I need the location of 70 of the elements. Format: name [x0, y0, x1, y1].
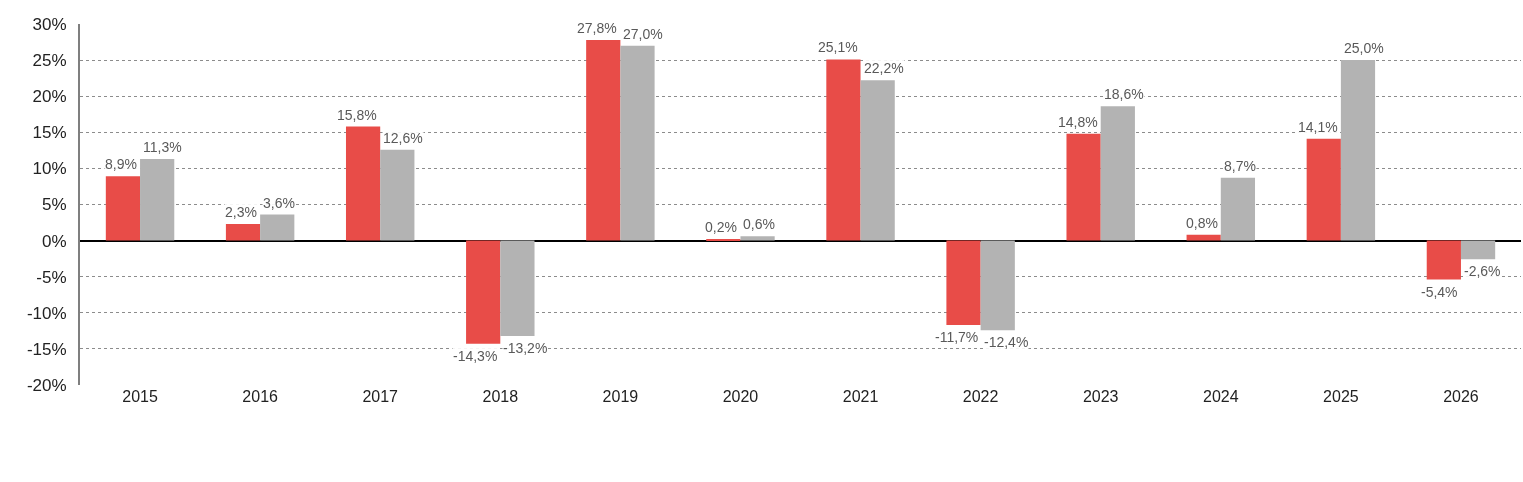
bar	[380, 149, 415, 241]
x-tick-label: 2024	[1202, 388, 1239, 405]
x-tick-label: 2022	[962, 388, 999, 405]
bar	[1340, 60, 1376, 241]
x-tick-label: 2025	[1323, 388, 1359, 405]
bar	[860, 80, 895, 241]
bar	[140, 159, 175, 241]
data-label: 0,6%	[743, 216, 775, 232]
bar	[826, 59, 861, 241]
data-label: 8,7%	[1224, 158, 1256, 174]
x-tick-label: 2023	[1082, 388, 1119, 405]
data-label: -13,2%	[503, 340, 548, 356]
bar	[1460, 240, 1496, 260]
y-tick-label: 0%	[42, 231, 67, 251]
bar	[260, 214, 295, 241]
bar	[1220, 177, 1256, 241]
data-label: 27,0%	[623, 26, 663, 42]
bar	[1100, 106, 1135, 241]
bar	[1306, 138, 1341, 241]
y-tick-label: -20%	[26, 375, 67, 395]
y-tick-label: 5%	[42, 195, 67, 215]
y-tick-label: 10%	[32, 159, 67, 179]
bar	[1426, 240, 1461, 280]
bar	[586, 39, 621, 241]
data-label: 25,0%	[1344, 40, 1384, 56]
y-tick-label: 30%	[32, 14, 67, 34]
x-tick-label: 2021	[842, 388, 879, 405]
data-label: -14,3%	[453, 348, 498, 364]
x-tick-label: 2026	[1443, 388, 1479, 405]
bar	[345, 126, 381, 241]
bar	[620, 45, 655, 241]
bar	[500, 240, 535, 336]
x-tick-label: 2016	[242, 388, 279, 405]
data-label: 0,8%	[1186, 215, 1218, 231]
y-tick-label: 25%	[32, 51, 67, 71]
data-label: 2,3%	[225, 204, 257, 220]
bar	[946, 240, 981, 326]
x-tick-label: 2015	[122, 388, 158, 405]
data-label: -5,4%	[1421, 284, 1458, 300]
bar	[105, 176, 141, 241]
data-label: 0,2%	[705, 219, 737, 235]
x-tick-label: 2018	[482, 388, 519, 405]
y-tick-label: -10%	[26, 303, 67, 323]
data-label: -12,4%	[984, 334, 1029, 350]
x-tick-label: 2019	[602, 388, 639, 405]
bar	[466, 240, 501, 344]
data-label: 27,8%	[577, 20, 617, 36]
data-label: -11,7%	[935, 329, 979, 345]
data-label: 11,3%	[143, 139, 182, 155]
data-label: -2,6%	[1464, 263, 1501, 279]
x-tick-label: 2020	[722, 388, 759, 405]
y-tick-label: 20%	[32, 87, 67, 107]
data-label: 22,2%	[864, 60, 904, 76]
bar	[740, 236, 775, 241]
data-label: 14,8%	[1058, 114, 1098, 130]
bar	[225, 223, 261, 241]
data-label: 15,8%	[337, 107, 377, 123]
x-tick-label: 2017	[362, 388, 399, 405]
data-label: 12,6%	[383, 130, 423, 146]
data-label: 25,1%	[818, 39, 858, 55]
y-tick-label: -15%	[26, 339, 67, 359]
bar	[980, 240, 1015, 331]
y-tick-label: 15%	[32, 123, 67, 143]
bar	[1186, 234, 1221, 241]
data-label: 8,9%	[105, 156, 137, 172]
y-tick-label: -5%	[36, 267, 67, 287]
data-label: 18,6%	[1104, 86, 1144, 102]
data-label: 3,6%	[263, 195, 295, 211]
bar	[1066, 133, 1101, 241]
data-label: 14,1%	[1298, 119, 1338, 135]
